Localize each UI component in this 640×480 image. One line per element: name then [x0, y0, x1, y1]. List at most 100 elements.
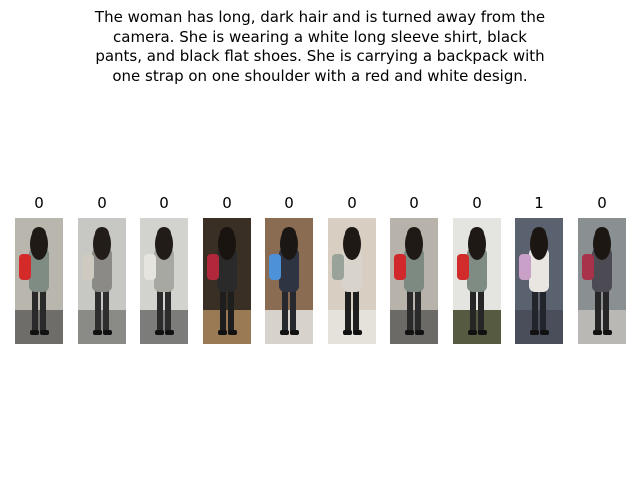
caption-line: camera. She is wearing a white long slee… — [113, 27, 527, 46]
head — [282, 227, 296, 241]
head — [407, 227, 421, 241]
shoe — [93, 330, 102, 335]
person-thumbnail — [140, 218, 188, 344]
pants — [165, 288, 171, 332]
person-thumbnail — [453, 218, 501, 344]
floor — [140, 310, 188, 344]
person-image — [578, 218, 626, 344]
shoe — [103, 330, 112, 335]
match-label: 0 — [159, 194, 169, 212]
person-image — [78, 218, 126, 344]
floor — [203, 310, 251, 344]
floor — [390, 310, 438, 344]
person-image — [265, 218, 313, 344]
shoe — [415, 330, 424, 335]
person-thumbnail — [265, 218, 313, 344]
shoe — [405, 330, 414, 335]
person-thumbnail — [15, 218, 63, 344]
pants — [470, 288, 476, 332]
head — [32, 227, 46, 241]
backpack — [144, 254, 156, 280]
floor — [265, 310, 313, 344]
backpack — [394, 254, 406, 280]
shirt — [467, 248, 487, 292]
pants — [345, 288, 351, 332]
floor — [328, 310, 376, 344]
match-label: 0 — [472, 194, 482, 212]
backpack — [519, 254, 531, 280]
pants — [220, 288, 226, 332]
shirt — [154, 248, 174, 292]
caption-line: pants, and black flat shoes. She is carr… — [95, 47, 545, 65]
pants — [228, 288, 234, 332]
backpack — [457, 254, 469, 280]
person-image — [328, 218, 376, 344]
caption-line: one strap on one shoulder with a red and… — [112, 66, 528, 85]
person-image — [15, 218, 63, 344]
shirt — [529, 248, 549, 292]
floor — [453, 310, 501, 344]
match-label: 0 — [284, 194, 294, 212]
head — [220, 227, 234, 241]
pants — [290, 288, 296, 332]
pants — [540, 288, 546, 332]
person-thumbnail — [390, 218, 438, 344]
shirt — [92, 248, 112, 292]
floor — [578, 310, 626, 344]
image-gallery: 0 0 0 0 0 0 0 0 — [0, 194, 640, 354]
pants — [95, 288, 101, 332]
match-label: 0 — [409, 194, 419, 212]
shirt — [279, 248, 299, 292]
person-image — [203, 218, 251, 344]
shoe — [155, 330, 164, 335]
shirt — [404, 248, 424, 292]
floor — [15, 310, 63, 344]
pants — [157, 288, 163, 332]
match-label: 1 — [534, 194, 544, 212]
backpack — [269, 254, 281, 280]
pants — [353, 288, 359, 332]
person-thumbnail — [78, 218, 126, 344]
match-label: 0 — [34, 194, 44, 212]
shoe — [530, 330, 539, 335]
match-label: 0 — [97, 194, 107, 212]
floor — [78, 310, 126, 344]
backpack — [582, 254, 594, 280]
pants — [532, 288, 538, 332]
person-thumbnail — [515, 218, 563, 344]
shoe — [353, 330, 362, 335]
person-image — [140, 218, 188, 344]
shoe — [280, 330, 289, 335]
backpack — [332, 254, 344, 280]
match-label: 0 — [597, 194, 607, 212]
head — [532, 227, 546, 241]
person-thumbnail — [578, 218, 626, 344]
pants — [415, 288, 421, 332]
shoe — [593, 330, 602, 335]
head — [157, 227, 171, 241]
pants — [32, 288, 38, 332]
shoe — [343, 330, 352, 335]
person-image — [453, 218, 501, 344]
shoe — [603, 330, 612, 335]
shoe — [540, 330, 549, 335]
shoe — [40, 330, 49, 335]
match-label: 0 — [222, 194, 232, 212]
floor — [515, 310, 563, 344]
person-image — [390, 218, 438, 344]
backpack — [19, 254, 31, 280]
shirt — [592, 248, 612, 292]
shoe — [218, 330, 227, 335]
shoe — [290, 330, 299, 335]
backpack — [82, 254, 94, 280]
head — [595, 227, 609, 241]
pants — [595, 288, 601, 332]
shoe — [30, 330, 39, 335]
pants — [603, 288, 609, 332]
pants — [407, 288, 413, 332]
head — [95, 227, 109, 241]
pants — [103, 288, 109, 332]
person-thumbnail — [328, 218, 376, 344]
caption: The woman has long, dark hair and is tur… — [40, 8, 600, 86]
person-thumbnail — [203, 218, 251, 344]
